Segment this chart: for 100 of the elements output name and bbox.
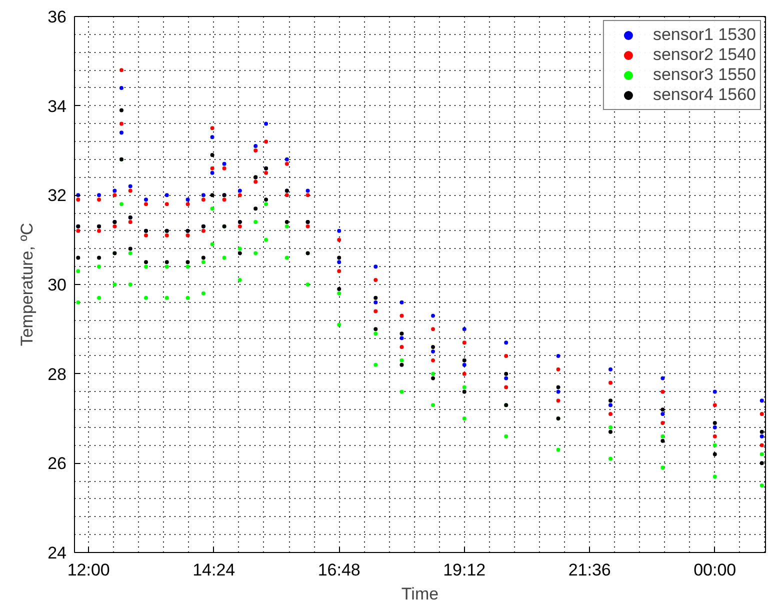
x-axis-title: Time — [401, 584, 439, 604]
point — [186, 198, 190, 202]
legend-label: sensor1 1530 — [652, 25, 756, 45]
point — [712, 390, 717, 394]
point — [760, 452, 764, 456]
point — [201, 256, 206, 260]
point — [400, 314, 404, 318]
point — [337, 269, 342, 274]
point — [431, 372, 436, 376]
point — [222, 162, 226, 166]
x-tick-label: 21:36 — [568, 560, 611, 580]
point — [431, 327, 436, 332]
point — [400, 390, 404, 394]
point — [306, 188, 310, 193]
point — [128, 251, 132, 256]
point — [504, 354, 508, 358]
point — [431, 345, 436, 350]
point — [712, 443, 717, 448]
point — [238, 278, 242, 282]
point — [238, 224, 242, 228]
point — [144, 264, 148, 269]
point — [462, 372, 466, 376]
point — [400, 336, 404, 340]
point — [660, 420, 665, 425]
point — [201, 260, 206, 264]
point — [400, 362, 404, 367]
point — [210, 135, 214, 140]
point — [210, 152, 214, 157]
point — [712, 420, 717, 425]
y-tick-label: 36 — [48, 8, 67, 26]
point — [660, 466, 665, 470]
point — [660, 376, 665, 380]
point — [337, 322, 342, 327]
point — [76, 300, 80, 304]
x-tick-label: 14:24 — [192, 560, 236, 580]
point — [760, 434, 764, 438]
point — [431, 358, 436, 362]
point — [222, 166, 226, 170]
point — [119, 122, 124, 126]
x-tick-label: 12:00 — [67, 560, 110, 580]
point — [556, 367, 560, 372]
point — [608, 403, 612, 408]
point — [760, 430, 764, 434]
point — [254, 144, 258, 148]
point — [504, 385, 508, 390]
point — [374, 327, 378, 332]
point — [254, 180, 258, 184]
point — [556, 448, 560, 452]
point — [119, 108, 124, 112]
point — [608, 430, 612, 434]
point — [374, 300, 378, 304]
point — [504, 340, 508, 345]
legend-label: sensor4 1560 — [652, 85, 756, 105]
point — [264, 202, 268, 206]
point — [128, 188, 132, 193]
point — [119, 202, 124, 206]
point — [337, 260, 342, 264]
point — [284, 193, 289, 198]
point — [337, 256, 342, 260]
point — [660, 408, 665, 412]
point — [128, 282, 132, 286]
point — [97, 228, 102, 233]
point — [76, 256, 80, 260]
point — [374, 264, 378, 269]
point — [760, 484, 764, 488]
point — [186, 296, 190, 300]
point — [76, 228, 80, 233]
point — [462, 416, 466, 420]
point — [374, 296, 378, 300]
point — [608, 456, 612, 461]
point — [128, 184, 132, 188]
point — [201, 291, 206, 296]
point — [186, 202, 190, 206]
point — [164, 233, 169, 238]
point — [112, 224, 117, 228]
point — [284, 220, 289, 224]
point — [608, 412, 612, 416]
point — [284, 162, 289, 166]
point — [556, 354, 560, 358]
point — [210, 242, 214, 246]
point — [264, 238, 268, 242]
point — [186, 264, 190, 269]
legend-label: sensor3 1550 — [652, 65, 756, 85]
point — [222, 198, 226, 202]
point — [431, 314, 436, 318]
point — [222, 256, 226, 260]
point — [556, 390, 560, 394]
point — [712, 403, 717, 408]
point — [164, 202, 169, 206]
point — [462, 385, 466, 390]
point — [254, 148, 258, 152]
point — [186, 260, 190, 264]
point — [712, 434, 717, 438]
legend-label: sensor2 1540 — [652, 45, 756, 65]
point — [119, 68, 124, 72]
y-axis-title: Temperature, ºC — [18, 222, 37, 346]
point — [462, 327, 466, 332]
point — [210, 193, 214, 198]
point — [608, 380, 612, 385]
point — [556, 385, 560, 390]
